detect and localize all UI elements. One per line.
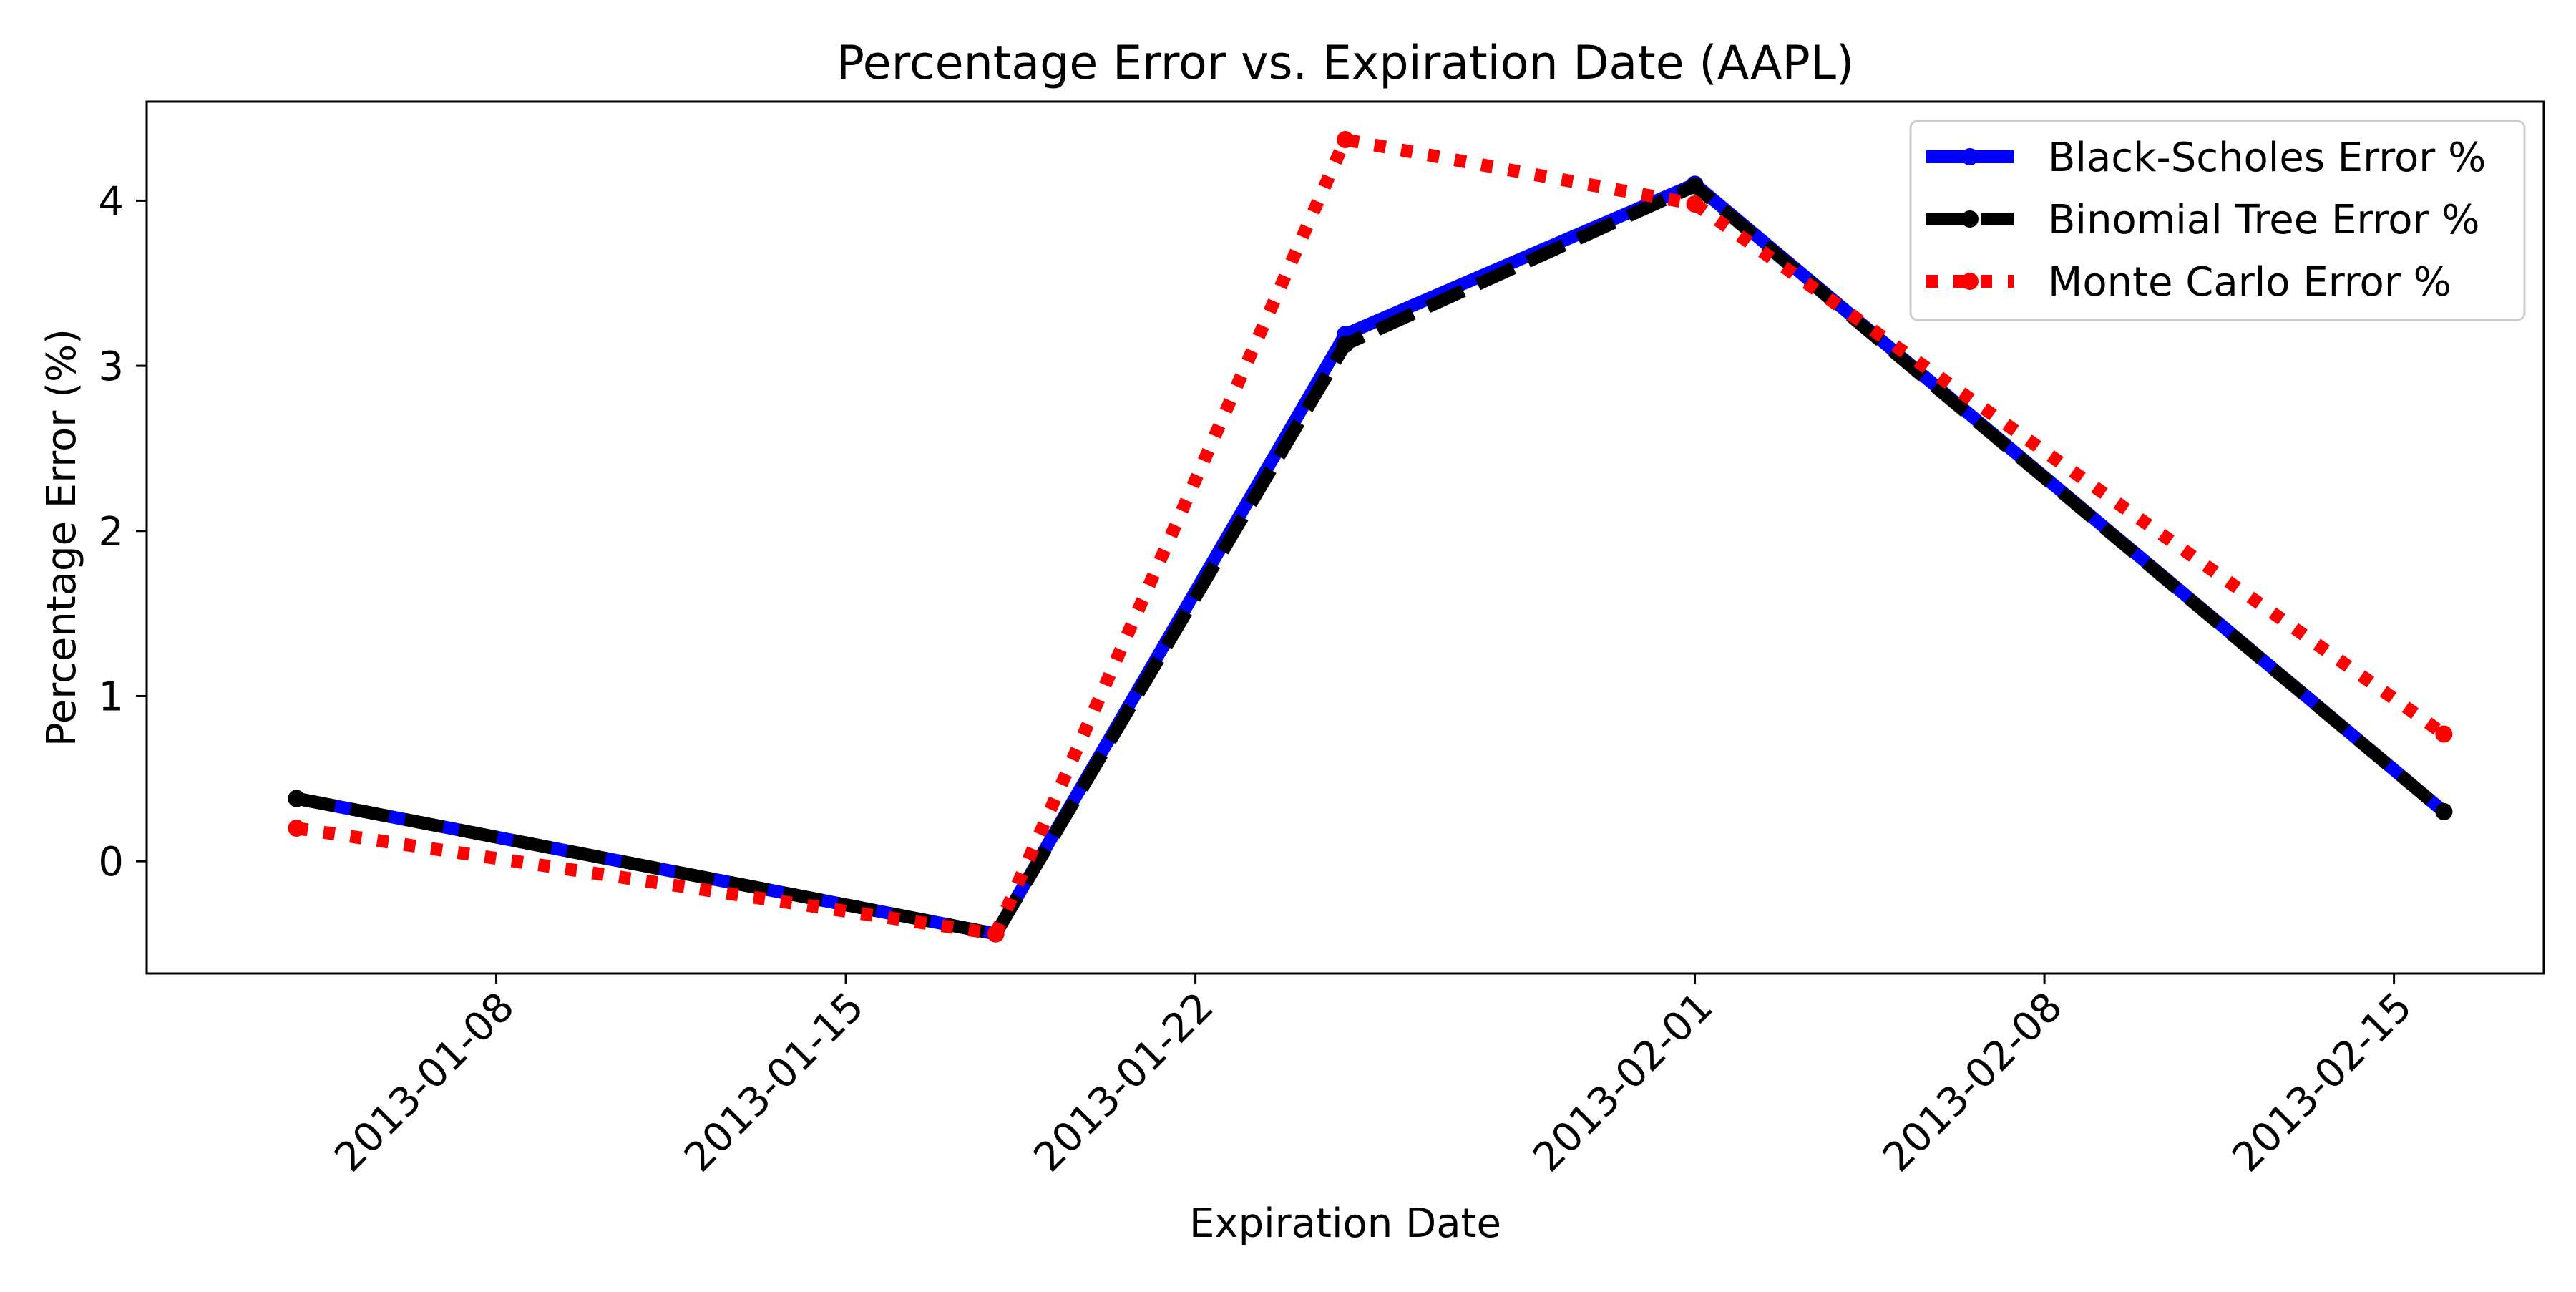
legend-item: Binomial Tree Error % — [1926, 197, 2480, 243]
legend-marker — [1961, 210, 1979, 228]
data-point — [1337, 131, 1354, 149]
x-axis-label: Expiration Date — [1189, 1200, 1501, 1247]
data-point — [2435, 725, 2453, 743]
data-point — [1686, 195, 1704, 213]
legend-label: Monte Carlo Error % — [2048, 259, 2451, 306]
y-tick-label: 2 — [98, 509, 124, 555]
series-line — [296, 133, 2448, 941]
chart-title: Percentage Error vs. Expiration Date (AA… — [836, 37, 1855, 90]
y-tick-label: 0 — [98, 839, 124, 885]
plot-frame — [145, 100, 2545, 975]
legend-item: Monte Carlo Error % — [1926, 259, 2451, 306]
legend-marker — [1961, 148, 1979, 165]
legend-label: Binomial Tree Error % — [2048, 197, 2480, 243]
y-axis-ticks: 0 1 2 3 4 — [98, 178, 147, 885]
data-point — [1686, 177, 1704, 195]
data-point — [987, 925, 1005, 943]
legend: Black-Scholes Error % Binomial Tree Error… — [1909, 120, 2526, 321]
y-tick-label: 3 — [98, 344, 124, 390]
data-point — [2435, 802, 2453, 820]
y-axis-label: Percentage Error (%) — [39, 329, 85, 747]
data-point — [288, 790, 306, 807]
series-layer — [288, 131, 2453, 943]
data-point — [288, 820, 306, 837]
y-tick-label: 4 — [98, 178, 124, 225]
y-tick-label: 1 — [98, 674, 124, 720]
legend-marker — [1961, 273, 1979, 290]
legend-item: Black-Scholes Error % — [1926, 135, 2486, 181]
series-3 — [288, 131, 2453, 943]
legend-box — [1909, 120, 2526, 321]
legend-label: Black-Scholes Error % — [2048, 135, 2486, 181]
data-point — [1337, 336, 1354, 354]
